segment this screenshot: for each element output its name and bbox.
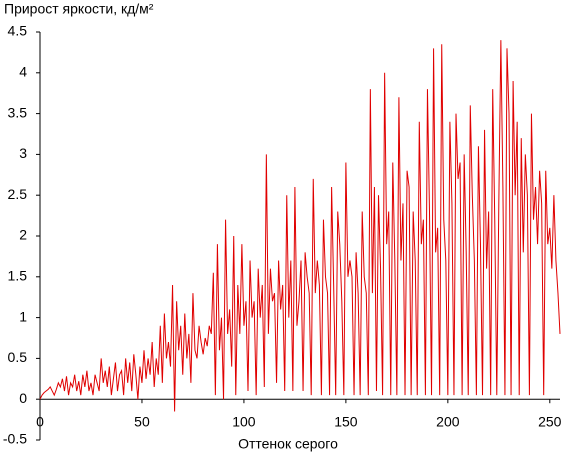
x-tick-label: 250 xyxy=(538,414,562,430)
x-tick-label: 50 xyxy=(134,414,150,430)
y-tick-label: 3 xyxy=(19,145,27,161)
x-tick-label: 150 xyxy=(334,414,358,430)
y-tick-label: 4.5 xyxy=(8,23,28,39)
y-tick-label: 1.5 xyxy=(8,268,28,284)
y-tick-label: 2 xyxy=(19,227,27,243)
y-tick-label: 2.5 xyxy=(8,186,28,202)
x-axis-label: Оттенок серого xyxy=(238,436,338,452)
y-tick-label: 4 xyxy=(19,64,27,80)
y-tick-label: 0.5 xyxy=(8,349,28,365)
y-tick-label: 1 xyxy=(19,308,27,324)
chart-title: Прирост яркости, кд/м² xyxy=(4,1,154,17)
data-line xyxy=(39,40,561,412)
x-tick-label: 200 xyxy=(436,414,460,430)
y-tick-label: 3.5 xyxy=(8,104,28,120)
x-tick-label: 0 xyxy=(36,414,44,430)
y-tick-label: -0.5 xyxy=(3,431,27,447)
y-tick-label: 0 xyxy=(19,390,27,406)
x-tick-label: 100 xyxy=(232,414,256,430)
